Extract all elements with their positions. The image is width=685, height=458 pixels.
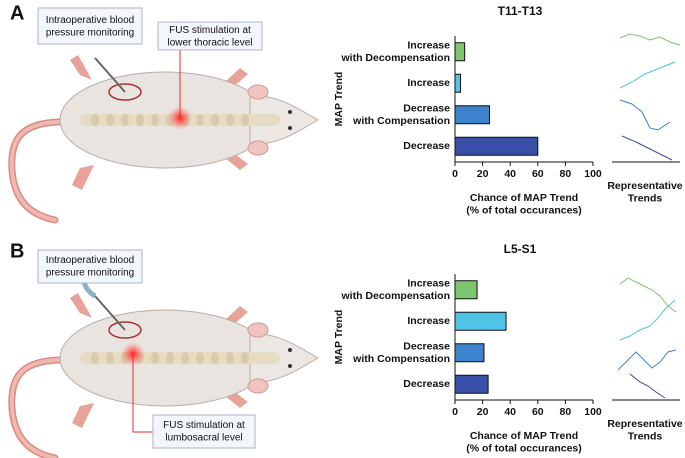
y-tick-label: Increase bbox=[407, 77, 450, 89]
callout-text: FUS stimulation at lower thoracic level bbox=[167, 24, 252, 48]
callout-box bbox=[157, 21, 263, 51]
bar bbox=[454, 311, 507, 331]
x-tick-label: 40 bbox=[504, 406, 516, 418]
callout-text: FUS stimulation at lumbosacral level bbox=[163, 419, 245, 443]
x-tick-label: 40 bbox=[504, 168, 516, 180]
bar bbox=[454, 42, 466, 62]
callout-box bbox=[37, 249, 143, 284]
bar bbox=[454, 280, 478, 300]
x-tick-label: 20 bbox=[477, 406, 489, 418]
bar bbox=[454, 73, 462, 93]
x-tick-label: 80 bbox=[560, 168, 572, 180]
y-tick-label: Decrease bbox=[403, 378, 450, 390]
panel-label: B bbox=[10, 240, 24, 262]
x-tick-label: 60 bbox=[532, 406, 544, 418]
x-axis-label: Chance of MAP Trend (% of total occurance… bbox=[466, 430, 582, 455]
x-tick-label: 0 bbox=[452, 406, 458, 418]
callout-text: Intraoperative blood pressure monitoring bbox=[46, 14, 134, 38]
x-tick-label: 60 bbox=[532, 168, 544, 180]
y-tick-label: Increase bbox=[407, 315, 450, 327]
callout-box bbox=[152, 414, 256, 449]
x-tick-label: 0 bbox=[452, 168, 458, 180]
callout-text: Intraoperative blood pressure monitoring bbox=[46, 254, 134, 278]
y-axis-label: MAP Trend bbox=[333, 72, 345, 127]
callout-line bbox=[132, 354, 153, 433]
bar bbox=[454, 343, 485, 363]
trends-label: Representative Trends bbox=[607, 418, 682, 443]
y-tick-label: Decrease with Compensation bbox=[352, 340, 450, 365]
x-tick-label: 80 bbox=[560, 406, 572, 418]
y-tick-label: Decrease bbox=[403, 140, 450, 152]
y-tick-label: Decrease with Compensation bbox=[352, 102, 450, 127]
callout-box bbox=[37, 7, 143, 45]
chart-title: L5-S1 bbox=[504, 242, 537, 256]
x-axis-label: Chance of MAP Trend (% of total occurance… bbox=[466, 192, 582, 217]
y-axis-label: MAP Trend bbox=[333, 310, 345, 365]
bar bbox=[454, 374, 489, 394]
representative-trends bbox=[617, 33, 681, 399]
y-tick-label: Increase with Decompensation bbox=[340, 277, 450, 302]
trends-label: Representative Trends bbox=[607, 180, 682, 205]
x-tick-label: 20 bbox=[477, 168, 489, 180]
x-tick-label: 100 bbox=[584, 406, 602, 418]
rat-illustration bbox=[12, 55, 318, 220]
chart-title: T11-T13 bbox=[498, 4, 543, 18]
panel-label: A bbox=[10, 2, 24, 24]
x-tick-label: 100 bbox=[584, 168, 602, 180]
bar bbox=[454, 136, 539, 156]
y-tick-label: Increase with Decompensation bbox=[340, 39, 450, 64]
bar bbox=[454, 105, 490, 125]
